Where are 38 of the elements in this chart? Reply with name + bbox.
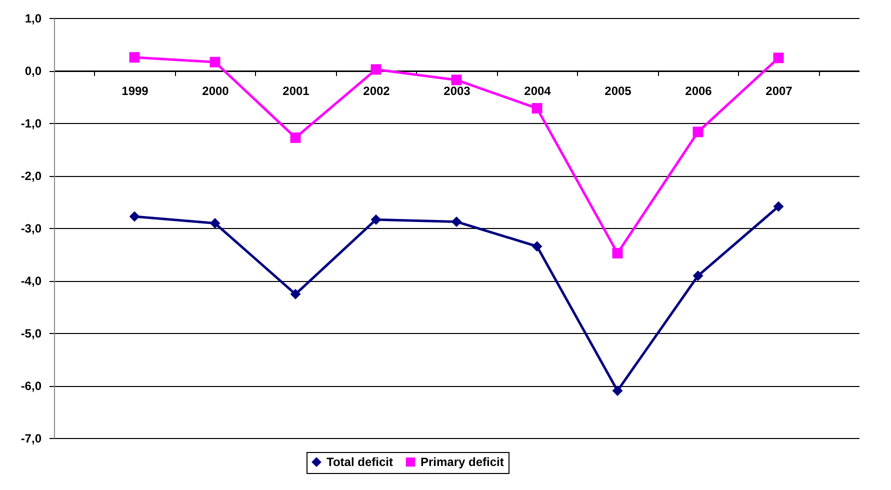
point [773, 201, 784, 212]
y-tick-label: -6,0 [20, 379, 42, 393]
x-tick-label: 2002 [363, 84, 390, 98]
point [129, 211, 140, 222]
x-tick-label: 2007 [766, 84, 793, 98]
x-tick-label: 2006 [685, 84, 712, 98]
point [612, 248, 623, 258]
x-tick-label: 2000 [202, 84, 230, 98]
legend-label: Total deficit [326, 455, 393, 470]
y-tick-label: -4,0 [20, 274, 42, 288]
y-tick-label: -2,0 [20, 169, 42, 183]
y-tick-label: 1,0 [24, 12, 42, 26]
point [451, 74, 462, 86]
point [290, 132, 301, 143]
point [290, 288, 301, 300]
x-tick-label: 2001 [282, 84, 310, 98]
point [210, 56, 220, 68]
y-tick-label: -7,0 [20, 432, 42, 446]
point [692, 126, 704, 138]
point [612, 386, 623, 396]
point [692, 270, 704, 282]
point [532, 241, 542, 252]
y-tick-label: -1,0 [20, 116, 42, 130]
x-tick-label: 1999 [122, 84, 149, 98]
point [129, 52, 140, 63]
point [773, 52, 784, 64]
x-tick-label: 2003 [444, 84, 471, 98]
x-tick-label: 2005 [604, 84, 632, 98]
point [370, 64, 382, 75]
x-tick-label: 2004 [524, 84, 552, 98]
point [451, 216, 462, 227]
y-tick-label: -3,0 [20, 222, 42, 236]
point [370, 214, 382, 225]
legend-label: Primary deficit [420, 455, 504, 470]
point [532, 103, 542, 114]
point [210, 218, 220, 229]
y-tick-label: 0,0 [24, 64, 42, 78]
y-tick-label: -5,0 [20, 326, 42, 340]
